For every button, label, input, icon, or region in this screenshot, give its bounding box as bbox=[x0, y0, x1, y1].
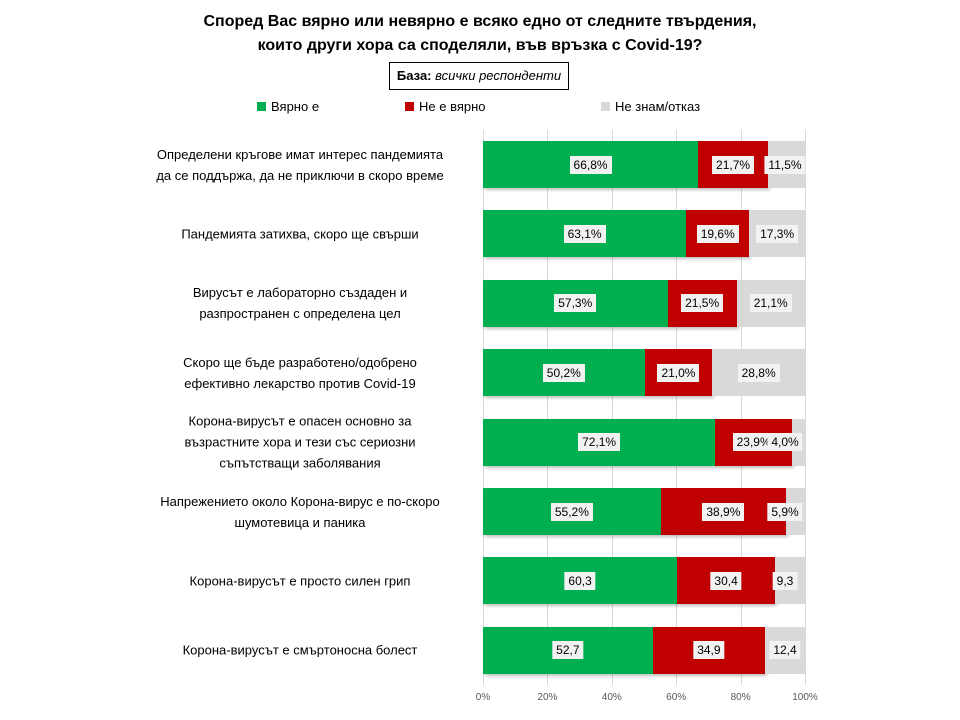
legend-label: Не знам/отказ bbox=[615, 99, 701, 114]
category-label: Напрежението около Корона-вирус е по-ско… bbox=[160, 493, 440, 530]
category-label: Определени кръгове имат интерес пандемия… bbox=[156, 146, 444, 183]
data-label: 21,5% bbox=[681, 294, 724, 313]
data-label: 11,5% bbox=[764, 155, 806, 174]
data-label: 34,9 bbox=[693, 641, 725, 660]
category-label: Корона-вирусът е просто силен грип bbox=[189, 573, 411, 589]
gridline bbox=[611, 130, 613, 685]
chart-title: Според Вас вярно или невярно е всяко едн… bbox=[203, 13, 757, 54]
data-label: 38,9% bbox=[702, 502, 745, 521]
data-label: 17,3% bbox=[756, 224, 799, 243]
data-label: 72,1% bbox=[578, 433, 621, 452]
data-label: 21,7% bbox=[712, 155, 755, 174]
data-label: 30,4 bbox=[710, 571, 742, 590]
category-label: Скоро ще бъде разработено/одобрено ефект… bbox=[183, 354, 417, 391]
data-label: 28,8% bbox=[737, 363, 780, 382]
x-tick-label: 80% bbox=[730, 692, 751, 703]
gridline bbox=[547, 130, 549, 685]
data-label: 19,6% bbox=[696, 224, 739, 243]
legend-item: Не знам/отказ bbox=[601, 99, 700, 114]
base-label: База: bbox=[396, 68, 432, 83]
legend-item: Не е вярно bbox=[405, 99, 486, 114]
data-label: 52,7 bbox=[552, 641, 584, 660]
legend-swatch bbox=[601, 102, 610, 111]
gridline bbox=[676, 130, 678, 685]
data-label: 21,1% bbox=[749, 294, 792, 313]
legend-swatch bbox=[257, 102, 266, 111]
x-tick-label: 60% bbox=[666, 692, 687, 703]
data-label: 5,9% bbox=[767, 502, 803, 521]
legend-label: Не е вярно bbox=[419, 99, 486, 114]
legend-item: Вярно е bbox=[257, 99, 319, 114]
x-tick-label: 0% bbox=[475, 692, 491, 703]
x-tick-label: 100% bbox=[792, 692, 818, 703]
gridline bbox=[740, 130, 742, 685]
base-value: всички респонденти bbox=[435, 68, 562, 83]
legend-label: Вярно е bbox=[271, 99, 320, 114]
data-label: 55,2% bbox=[550, 502, 593, 521]
x-tick-label: 40% bbox=[601, 692, 622, 703]
category-label: Пандемията затихва, скоро ще свърши bbox=[181, 226, 419, 242]
data-label: 4,0% bbox=[767, 433, 803, 452]
data-label: 50,2% bbox=[542, 363, 585, 382]
gridline bbox=[805, 130, 806, 685]
data-label: 21,0% bbox=[657, 363, 700, 382]
category-label: Корона-вирусът е смъртоносна болест bbox=[182, 642, 418, 658]
legend-swatch bbox=[405, 102, 414, 111]
gridline bbox=[483, 130, 484, 685]
data-label: 57,3% bbox=[554, 294, 597, 313]
data-label: 12,4 bbox=[769, 641, 801, 660]
base-note: База: всички респонденти bbox=[389, 62, 569, 90]
data-label: 60,3 bbox=[564, 571, 596, 590]
category-label: Корона-вирусът е опасен основно за възра… bbox=[184, 413, 416, 471]
data-label: 9,3 bbox=[772, 571, 798, 590]
data-label: 63,1% bbox=[563, 224, 606, 243]
data-label: 66,8% bbox=[569, 155, 612, 174]
category-label: Вирусът е лабораторно създаден и разпрос… bbox=[192, 285, 408, 322]
x-tick-label: 20% bbox=[537, 692, 558, 703]
data-label: 23,9% bbox=[732, 433, 775, 452]
